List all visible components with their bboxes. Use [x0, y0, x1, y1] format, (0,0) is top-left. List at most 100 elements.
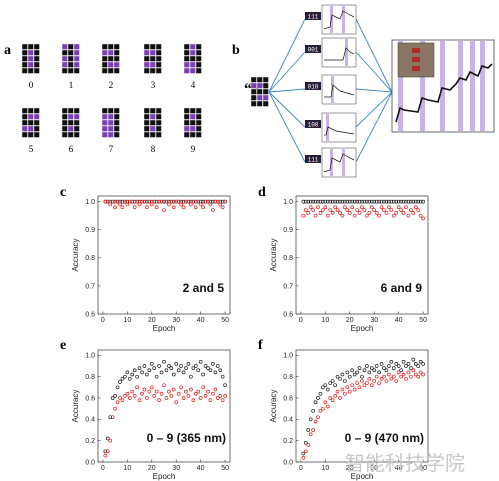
data-point-black: [409, 366, 413, 370]
code-chip: [305, 155, 321, 163]
data-point-black: [220, 374, 225, 379]
input-cell: [250, 94, 257, 101]
digit-cell: [67, 107, 74, 114]
digit-cell: [183, 113, 190, 120]
x-tick-label: 10: [123, 317, 131, 324]
digit-cell: [107, 61, 114, 68]
data-point-red: [394, 379, 399, 383]
data-point-black: [311, 199, 315, 204]
data-point-black: [159, 370, 164, 375]
y-axis-title: Accuracy: [269, 239, 278, 272]
data-point-red: [142, 199, 147, 204]
digit-cell: [101, 43, 108, 50]
data-point-black: [318, 199, 323, 204]
digit-cell: [67, 125, 74, 132]
data-point-red: [115, 400, 120, 405]
digit-cell: [107, 49, 114, 56]
data-point-red: [391, 374, 396, 379]
data-point-black: [377, 370, 381, 375]
data-point-red: [137, 398, 142, 402]
digit-cell: [107, 119, 114, 126]
data-point-red: [301, 213, 306, 218]
digit-cell: [149, 49, 156, 56]
data-point-black: [142, 364, 147, 368]
plot-frame: [295, 195, 429, 315]
input-cell: [256, 100, 263, 107]
digit-cell: [67, 113, 74, 120]
panel-letter-d: d: [258, 185, 266, 200]
digit-cell: [195, 55, 202, 62]
data-point-red: [135, 385, 139, 390]
digit-cell: [27, 55, 34, 62]
data-point-red: [193, 391, 198, 396]
data-point-black: [152, 366, 157, 370]
data-point-black: [179, 364, 183, 368]
chart-annotation: 0 – 9 (365 nm): [147, 431, 226, 445]
data-point-red: [193, 205, 198, 210]
data-point-black: [321, 199, 325, 204]
data-point-red: [338, 396, 342, 400]
data-point-red: [303, 449, 308, 454]
data-point-red: [333, 205, 337, 210]
data-point-red: [355, 208, 359, 212]
data-point-black: [387, 364, 391, 368]
digit-label-7: 7: [109, 144, 114, 154]
x-tick-label: 40: [395, 317, 403, 324]
input-cell: [250, 88, 257, 95]
data-point-black: [418, 199, 423, 204]
data-point-black: [325, 199, 330, 204]
digit-cell: [27, 131, 34, 138]
data-point-red: [201, 205, 205, 210]
y-tick-label: 0.6: [283, 395, 293, 402]
data-point-red: [345, 385, 350, 390]
data-point-red: [318, 408, 323, 413]
data-point-red: [360, 379, 364, 383]
data-point-red: [140, 391, 144, 396]
data-point-black: [125, 370, 130, 375]
code-chip: [305, 12, 321, 20]
input-cell: [256, 88, 263, 95]
data-point-red: [174, 400, 179, 405]
digit-cell: [21, 67, 28, 74]
data-point-red: [206, 389, 210, 394]
digit-cell: [107, 113, 114, 120]
data-point-red: [401, 211, 406, 215]
x-axis-title: Epoch: [153, 324, 176, 333]
data-point-red: [323, 400, 328, 405]
digit-cell: [101, 113, 108, 120]
data-point-red: [365, 213, 369, 218]
digit-cell: [155, 113, 162, 120]
y-tick-label: 0.9: [283, 227, 293, 234]
x-tick-label: 40: [197, 317, 205, 324]
digit-cell: [73, 113, 80, 120]
chart-annotation: 0 – 9 (470 nm): [345, 431, 424, 445]
data-point-red: [196, 389, 201, 394]
data-point-black: [145, 372, 149, 377]
data-point-red: [382, 374, 386, 379]
data-point-black: [362, 368, 367, 373]
y-tick-label: 0.0: [85, 459, 95, 466]
data-point-black: [149, 362, 154, 366]
data-point-black: [374, 364, 379, 368]
digit-cell: [149, 113, 156, 120]
digit-cell: [155, 55, 162, 62]
input-cell: [256, 82, 263, 89]
data-point-black: [316, 396, 320, 400]
data-point-red: [218, 202, 223, 207]
data-point-black: [211, 199, 215, 204]
data-point-red: [186, 199, 191, 204]
data-point-red: [152, 199, 157, 204]
digit-cell: [189, 119, 196, 126]
data-point-black: [350, 199, 355, 204]
data-point-black: [369, 366, 374, 370]
data-point-red: [413, 372, 418, 377]
digit-cell: [61, 125, 68, 132]
data-point-black: [162, 199, 166, 204]
digit-cell: [61, 49, 68, 56]
data-point-black: [167, 364, 171, 368]
data-point-red: [394, 211, 399, 215]
data-point-black: [196, 368, 201, 373]
data-point-black: [338, 376, 342, 381]
digit-cell: [113, 107, 120, 114]
y-tick-label: 1.0: [283, 353, 293, 360]
